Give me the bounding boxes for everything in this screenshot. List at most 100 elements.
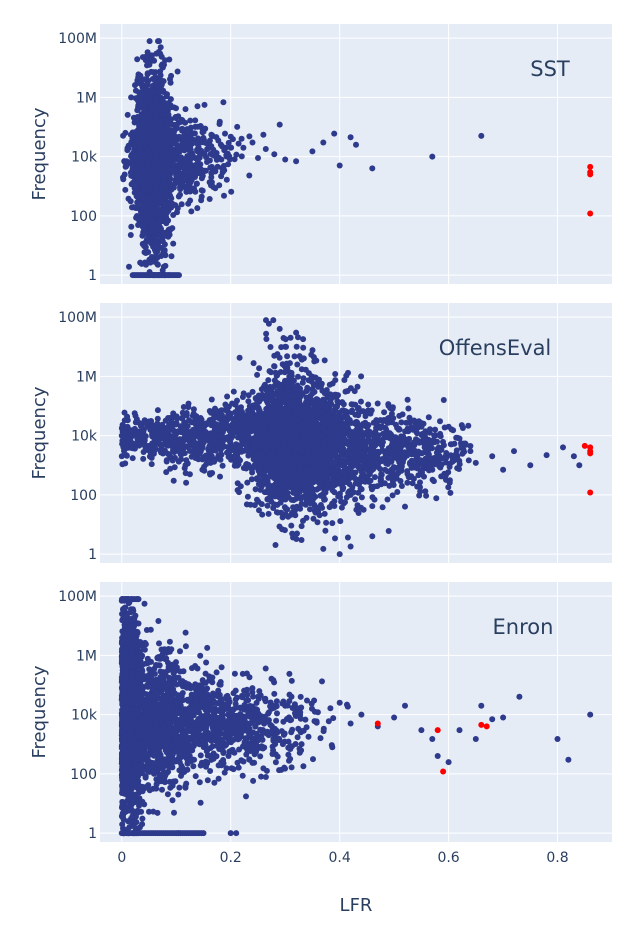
data-point [142,107,149,114]
data-point [158,161,165,168]
data-point [220,99,227,106]
y-tick-label: 100M [58,31,97,47]
data-point [204,146,211,153]
data-point [163,204,169,211]
data-point [272,542,279,548]
data-point [280,491,287,498]
data-point [227,144,234,151]
data-point [294,361,301,368]
data-point [309,406,316,413]
highlight-point [587,163,594,170]
data-point [145,148,152,155]
data-point [246,172,253,179]
data-point [233,151,240,158]
data-point [170,161,177,168]
data-point [197,170,204,177]
data-point [123,158,130,165]
data-point [201,101,208,108]
data-point [244,493,251,500]
data-point [128,153,135,159]
data-point [128,223,135,230]
data-point [321,390,328,397]
data-point [225,139,232,146]
data-point [238,153,245,160]
data-point [216,182,223,189]
data-point [344,534,351,541]
data-point [238,135,245,142]
data-point [190,406,197,413]
data-point [335,392,341,399]
data-point [144,49,151,56]
data-point [176,180,183,187]
data-point [160,155,167,162]
data-point [190,153,197,160]
data-point [148,133,155,140]
data-point [132,129,138,136]
data-point [186,159,193,166]
data-point [166,176,173,183]
data-point [198,187,205,194]
data-point [181,162,188,169]
data-point [149,76,156,82]
data-point [155,48,162,55]
data-point [155,38,161,45]
data-point [148,97,155,104]
data-point [231,156,238,163]
data-point [314,519,321,526]
data-point [321,510,328,517]
data-point [161,241,168,248]
data-point [181,129,188,136]
data-point [284,506,291,513]
data-point [291,507,298,514]
data-point [157,68,164,75]
data-point [255,155,261,161]
data-point [164,117,170,124]
data-point [285,368,291,374]
data-point [182,106,189,113]
data-point [135,74,142,81]
data-point [168,253,175,260]
data-point [350,489,357,496]
data-point [160,233,167,240]
data-point [135,105,142,112]
data-point [298,523,305,530]
data-point [160,176,167,182]
data-point [167,79,174,86]
data-point [265,377,272,384]
data-point [312,509,319,516]
data-point [164,160,171,167]
data-point [122,186,129,193]
data-point [285,513,292,520]
data-point [290,384,297,391]
data-point [191,130,198,137]
data-point [313,425,320,432]
data-point [267,344,274,350]
data-point [151,208,158,215]
data-point [146,208,153,215]
data-point [338,504,345,511]
data-point [165,217,172,224]
data-point [290,497,297,504]
data-point [369,165,376,172]
data-point [168,104,175,111]
data-point [126,263,132,270]
data-point [194,103,201,110]
data-point [128,94,135,101]
data-point [143,180,150,187]
data-point [182,174,188,181]
data-point [252,486,259,493]
data-point [244,479,251,486]
data-point [285,449,292,456]
data-point [154,129,161,135]
data-point [154,240,161,247]
data-point [149,221,156,227]
data-point [132,82,138,89]
data-point [256,365,263,372]
data-point [151,174,158,181]
data-point [322,527,329,534]
data-point [138,81,145,88]
data-point [137,191,144,198]
data-point [273,486,280,493]
data-point [258,501,265,508]
